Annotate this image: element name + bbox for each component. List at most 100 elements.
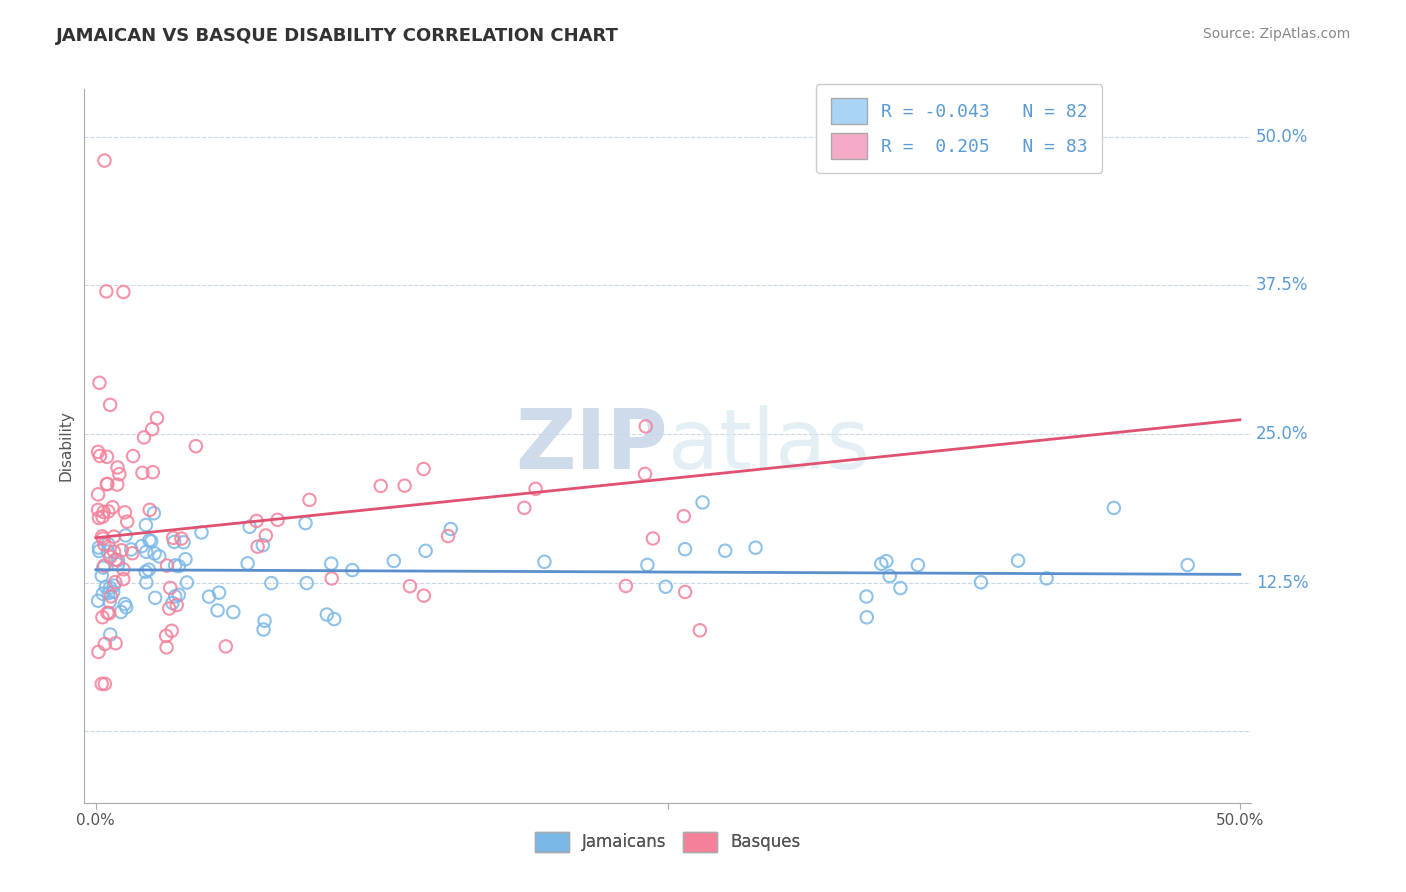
- Point: [114, 528, 136, 542]
- Point: [100, 590, 122, 604]
- Point: [91, 529, 114, 543]
- Point: [855, 590, 877, 604]
- Point: [654, 580, 676, 594]
- Point: [98, 581, 121, 595]
- Point: [155, 629, 177, 643]
- Text: 50.0%: 50.0%: [1256, 128, 1309, 145]
- Point: [87, 487, 110, 501]
- Point: [412, 462, 434, 476]
- Point: [138, 503, 160, 517]
- Point: [93, 505, 115, 519]
- Point: [155, 640, 177, 655]
- Point: [135, 545, 157, 559]
- Point: [889, 581, 911, 595]
- Point: [90, 677, 112, 691]
- Point: [101, 500, 124, 515]
- Point: [321, 557, 343, 571]
- Point: [879, 569, 901, 583]
- Point: [107, 553, 129, 567]
- Point: [97, 586, 120, 600]
- Point: [94, 637, 117, 651]
- Point: [93, 153, 115, 168]
- Point: [382, 554, 405, 568]
- Point: [87, 541, 110, 555]
- Point: [415, 544, 437, 558]
- Point: [323, 612, 346, 626]
- Point: [856, 610, 879, 624]
- Point: [533, 555, 555, 569]
- Point: [294, 516, 316, 530]
- Point: [135, 565, 157, 579]
- Point: [103, 585, 125, 599]
- Point: [146, 411, 169, 425]
- Point: [89, 544, 111, 558]
- Point: [689, 624, 711, 638]
- Point: [167, 588, 190, 602]
- Point: [744, 541, 766, 555]
- Point: [970, 575, 993, 590]
- Point: [315, 607, 337, 622]
- Point: [370, 479, 392, 493]
- Point: [131, 466, 153, 480]
- Point: [672, 509, 695, 524]
- Point: [163, 534, 186, 549]
- Text: 12.5%: 12.5%: [1256, 574, 1309, 591]
- Point: [614, 579, 637, 593]
- Point: [1102, 500, 1125, 515]
- Point: [636, 558, 658, 572]
- Point: [97, 537, 120, 551]
- Point: [104, 636, 127, 650]
- Point: [143, 546, 166, 560]
- Point: [1177, 558, 1199, 572]
- Point: [98, 627, 121, 641]
- Point: [142, 506, 165, 520]
- Point: [260, 576, 283, 591]
- Point: [246, 540, 269, 554]
- Point: [97, 544, 120, 558]
- Point: [138, 563, 160, 577]
- Point: [87, 594, 110, 608]
- Point: [295, 576, 318, 591]
- Point: [138, 533, 160, 548]
- Point: [167, 559, 190, 574]
- Point: [298, 492, 321, 507]
- Point: [103, 530, 125, 544]
- Point: [87, 503, 110, 517]
- Point: [96, 477, 118, 491]
- Point: [135, 518, 157, 533]
- Point: [96, 477, 118, 491]
- Point: [1007, 554, 1029, 568]
- Point: [141, 534, 163, 549]
- Point: [875, 554, 897, 568]
- Point: [254, 528, 277, 542]
- Point: [252, 538, 274, 552]
- Point: [399, 579, 422, 593]
- Point: [87, 511, 110, 525]
- Point: [90, 568, 112, 582]
- Point: [98, 606, 121, 620]
- Point: [252, 623, 274, 637]
- Point: [222, 605, 245, 619]
- Point: [141, 422, 163, 436]
- Point: [105, 477, 128, 491]
- Point: [91, 560, 114, 574]
- Point: [108, 467, 131, 482]
- Text: 37.5%: 37.5%: [1256, 277, 1309, 294]
- Point: [110, 605, 132, 619]
- Point: [673, 585, 696, 599]
- Point: [114, 505, 136, 519]
- Point: [98, 549, 121, 564]
- Point: [87, 645, 110, 659]
- Legend: Jamaicans, Basques: Jamaicans, Basques: [529, 825, 807, 859]
- Point: [239, 520, 262, 534]
- Point: [692, 495, 714, 509]
- Point: [253, 614, 276, 628]
- Point: [634, 467, 657, 481]
- Point: [440, 522, 463, 536]
- Point: [112, 572, 135, 586]
- Point: [115, 600, 138, 615]
- Point: [98, 398, 121, 412]
- Point: [524, 482, 547, 496]
- Point: [176, 575, 198, 590]
- Text: ZIP: ZIP: [516, 406, 668, 486]
